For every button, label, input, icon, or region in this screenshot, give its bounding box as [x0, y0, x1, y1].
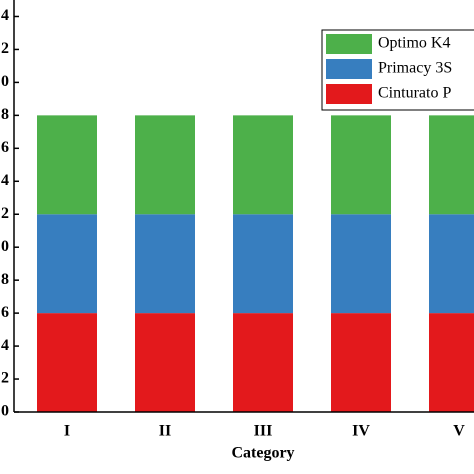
x-tick-label: I [64, 423, 70, 440]
y-tick-label: 0 [1, 238, 9, 255]
bar-segment [37, 313, 97, 412]
x-tick-label: II [159, 423, 171, 440]
y-tick-label: 6 [1, 304, 9, 321]
y-tick-label: 2 [1, 40, 9, 57]
bar-segment [37, 115, 97, 215]
legend-label: Optimo K4 [378, 35, 450, 52]
y-tick-label: 4 [1, 172, 9, 189]
legend-swatch [326, 34, 372, 54]
y-tick-label: 4 [1, 337, 9, 354]
legend-swatch [326, 84, 372, 104]
legend-label: Cinturato P [378, 85, 451, 102]
bar-segment [135, 313, 195, 412]
x-axis-label: Category [231, 445, 294, 462]
bar-segment [331, 313, 391, 412]
y-tick-label: 4 [1, 7, 9, 24]
x-tick-label: IV [352, 423, 370, 440]
bar-segment [233, 214, 293, 314]
x-tick-label: III [254, 423, 273, 440]
bar-segment [37, 214, 97, 314]
y-tick-label: 2 [1, 205, 9, 222]
bar-segment [331, 214, 391, 314]
y-tick-label: 8 [1, 271, 9, 288]
bar-segment [135, 214, 195, 314]
legend-swatch [326, 59, 372, 79]
y-tick-label: 8 [1, 106, 9, 123]
y-tick-label: 2 [1, 370, 9, 387]
bar-segment [233, 313, 293, 412]
y-tick-label: 0 [1, 73, 9, 90]
x-tick-label: V [453, 423, 465, 440]
bar-segment [429, 214, 474, 314]
bar-segment [233, 115, 293, 215]
bar-segment [429, 313, 474, 412]
legend-label: Primacy 3S [378, 60, 452, 77]
bar-segment [331, 115, 391, 215]
y-tick-label: 0 [1, 403, 9, 420]
y-tick-label: 6 [1, 139, 9, 156]
bar-segment [135, 115, 195, 215]
bar-segment [429, 115, 474, 215]
